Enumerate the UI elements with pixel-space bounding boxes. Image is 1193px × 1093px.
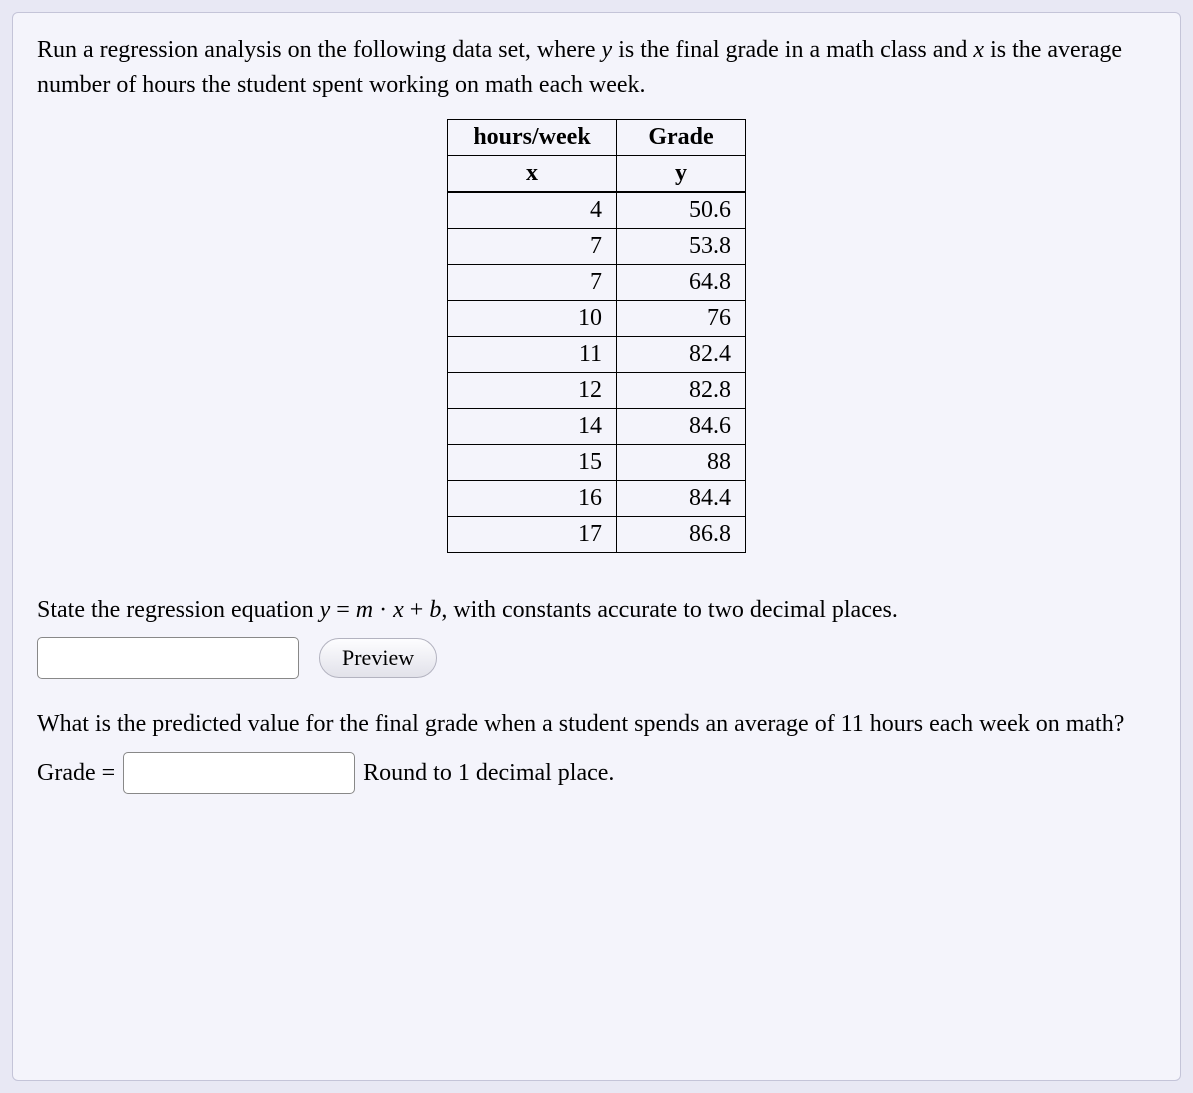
q1-eq: =: [330, 597, 356, 623]
x-cell: 16: [448, 480, 617, 516]
table-row: 1182.4: [448, 336, 746, 372]
grade-input[interactable]: [123, 752, 355, 794]
x-cell: 10: [448, 300, 617, 336]
data-table-body: 450.6753.8764.810761182.41282.81484.6158…: [448, 192, 746, 553]
q1-post: , with constants accurate to two decimal…: [441, 597, 898, 623]
intro-x-var: x: [973, 37, 984, 63]
preview-button[interactable]: Preview: [319, 638, 437, 678]
y-cell: 84.4: [617, 480, 746, 516]
x-cell: 14: [448, 408, 617, 444]
table-row: 1076: [448, 300, 746, 336]
col1-header-top: hours/week: [448, 119, 617, 155]
intro-y-var: y: [602, 37, 613, 63]
y-cell: 84.6: [617, 408, 746, 444]
q1-y: y: [320, 597, 331, 623]
question-card: Run a regression analysis on the followi…: [12, 12, 1181, 1081]
q1-b: b: [429, 597, 441, 623]
x-cell: 17: [448, 516, 617, 552]
y-cell: 53.8: [617, 228, 746, 264]
x-cell: 15: [448, 444, 617, 480]
table-row: 1484.6: [448, 408, 746, 444]
y-cell: 82.4: [617, 336, 746, 372]
q1-m: m: [356, 597, 373, 623]
y-cell: 86.8: [617, 516, 746, 552]
data-table: hours/week Grade x y 450.6753.8764.81076…: [447, 119, 746, 553]
question-1: State the regression equation y = m · x …: [37, 593, 1156, 628]
x-cell: 7: [448, 264, 617, 300]
y-cell: 50.6: [617, 192, 746, 229]
q1-pre: State the regression equation: [37, 597, 320, 623]
table-row: 1588: [448, 444, 746, 480]
page: Run a regression analysis on the followi…: [0, 0, 1193, 1093]
table-row: 753.8: [448, 228, 746, 264]
answer-row-2: Grade = Round to 1 decimal place.: [37, 752, 1156, 794]
y-cell: 88: [617, 444, 746, 480]
table-row: 1282.8: [448, 372, 746, 408]
table-row: 1684.4: [448, 480, 746, 516]
table-row: 450.6: [448, 192, 746, 229]
y-cell: 64.8: [617, 264, 746, 300]
intro-mid: is the final grade in a math class and: [612, 37, 973, 63]
regression-equation-input[interactable]: [37, 637, 299, 679]
q1-x: x: [393, 597, 404, 623]
col1-header-bot: x: [448, 155, 617, 192]
q1-plus: +: [404, 597, 430, 623]
table-row: 1786.8: [448, 516, 746, 552]
col2-header-top: Grade: [617, 119, 746, 155]
question-2: What is the predicted value for the fina…: [37, 707, 1156, 742]
y-cell: 82.8: [617, 372, 746, 408]
answer-row-1: Preview: [37, 637, 1156, 679]
intro-pre: Run a regression analysis on the followi…: [37, 37, 602, 63]
q1-dot: ·: [373, 597, 393, 623]
table-row: 764.8: [448, 264, 746, 300]
intro-text: Run a regression analysis on the followi…: [37, 33, 1156, 103]
x-cell: 12: [448, 372, 617, 408]
col2-header-bot: y: [617, 155, 746, 192]
round-instruction: Round to 1 decimal place.: [363, 760, 614, 787]
x-cell: 4: [448, 192, 617, 229]
y-cell: 76: [617, 300, 746, 336]
x-cell: 7: [448, 228, 617, 264]
x-cell: 11: [448, 336, 617, 372]
grade-label: Grade =: [37, 760, 115, 787]
